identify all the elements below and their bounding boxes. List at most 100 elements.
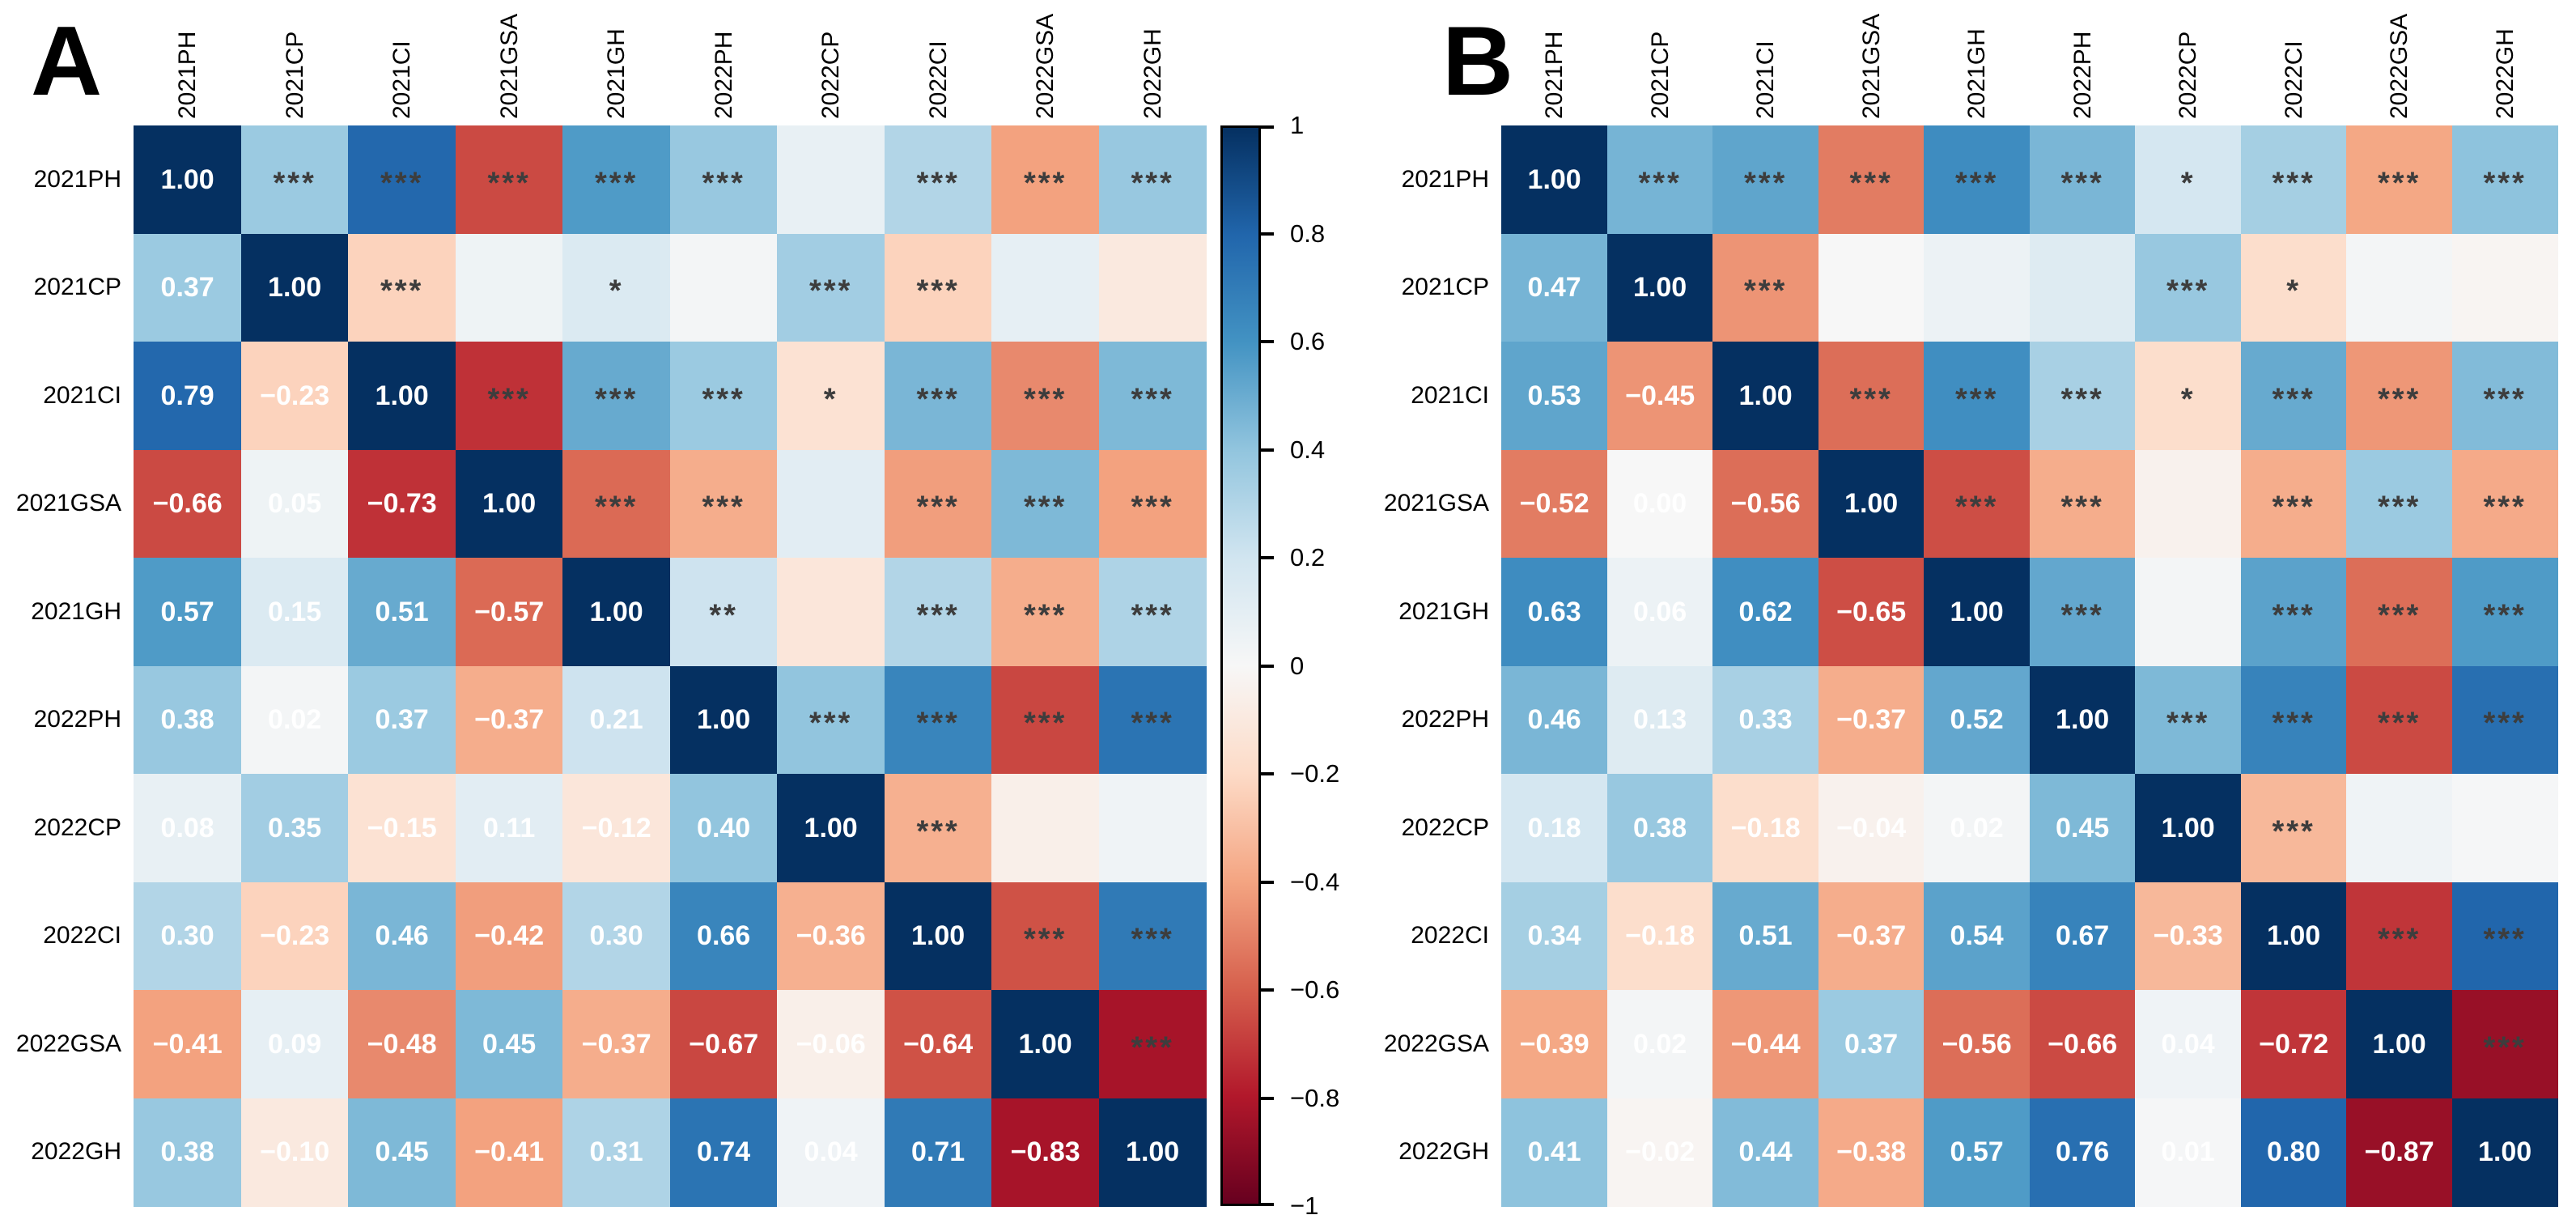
cell-value: 0.04 <box>2161 1028 2215 1060</box>
column-label: 2022CP <box>817 31 845 119</box>
cell-value: −0.65 <box>1836 596 1907 627</box>
cell-value: −0.87 <box>2364 1136 2434 1168</box>
heatmap-cell: 0.66 <box>669 882 778 991</box>
heatmap-cell <box>777 558 885 667</box>
cell-value: 1.00 <box>804 812 858 843</box>
heatmap-cell: 0.63 <box>1501 558 1608 667</box>
significance-stars: *** <box>916 814 960 848</box>
heatmap-cell <box>2451 233 2558 342</box>
heatmap-cell: *** <box>2451 342 2558 451</box>
significance-stars: *** <box>1743 274 1788 308</box>
significance-stars: *** <box>594 165 639 200</box>
heatmap-cell: 1.00 <box>2451 1098 2558 1207</box>
cell-value: 1.00 <box>268 272 322 304</box>
heatmap-cell: −0.37 <box>562 990 671 1099</box>
row-label: 2021PH <box>1401 165 1489 193</box>
cell-value: 0.02 <box>1950 812 2004 843</box>
cell-value: 1.00 <box>160 164 214 195</box>
heatmap-cell: *** <box>1924 449 2031 559</box>
heatmap-cell <box>2029 233 2136 342</box>
significance-stars: *** <box>2060 597 2104 632</box>
heatmap-cell: −0.66 <box>2029 990 2136 1099</box>
heatmap-cell: *** <box>2451 125 2558 235</box>
cell-value: 1.00 <box>589 596 643 627</box>
significance-stars: *** <box>2060 490 2104 525</box>
heatmap-cell <box>991 774 1100 883</box>
heatmap-cell: 0.02 <box>240 665 349 775</box>
row-label: 2021GSA <box>1383 490 1489 517</box>
colorbar-tick <box>1261 880 1274 884</box>
heatmap-cell: 0.62 <box>1712 558 1819 667</box>
row-label: 2021GSA <box>15 490 121 517</box>
cell-value: 1.00 <box>1633 272 1687 304</box>
heatmap-cell: 0.53 <box>1501 342 1608 451</box>
cell-value: 0.15 <box>268 596 322 627</box>
heatmap-cell: −0.57 <box>455 558 563 667</box>
heatmap-cell: 0.71 <box>884 1098 992 1207</box>
cell-value: −0.15 <box>367 812 437 843</box>
heatmap-cell: *** <box>1098 342 1207 451</box>
heatmap-cell: −0.04 <box>1818 774 1925 883</box>
heatmap-cell: *** <box>2451 882 2558 991</box>
heatmap-cell: −0.67 <box>669 990 778 1099</box>
heatmap-cell: −0.39 <box>1501 990 1608 1099</box>
significance-stars: *** <box>2483 490 2527 525</box>
cell-value: −0.06 <box>796 1028 866 1060</box>
significance-stars: ** <box>709 597 738 632</box>
heatmap-cell: 1.00 <box>669 665 778 775</box>
heatmap-cell: −0.23 <box>240 342 349 451</box>
heatmap-cell: −0.02 <box>1606 1098 1713 1207</box>
cell-value: 0.80 <box>2267 1136 2321 1168</box>
cell-value: −0.37 <box>1836 920 1907 952</box>
heatmap-cell: 1.00 <box>2135 774 2242 883</box>
heatmap-cell: 0.45 <box>348 1098 456 1207</box>
heatmap-cell: 1.00 <box>455 449 563 559</box>
heatmap-cell: *** <box>2240 125 2347 235</box>
cell-value: 1.00 <box>1527 164 1581 195</box>
significance-stars: *** <box>702 490 745 525</box>
heatmap-cell: * <box>2135 125 2242 235</box>
cell-value: −0.73 <box>367 488 437 520</box>
heatmap-cell: −0.37 <box>1818 665 1925 775</box>
cell-value: −0.83 <box>1010 1136 1080 1168</box>
significance-stars: *** <box>1131 597 1174 632</box>
significance-stars: *** <box>1131 165 1174 200</box>
column-label: 2021PH <box>174 31 202 119</box>
cell-value: 1.00 <box>2056 704 2110 736</box>
heatmap-cell: *** <box>884 449 992 559</box>
heatmap-cell: *** <box>777 233 885 342</box>
heatmap-cell: 0.04 <box>2135 990 2242 1099</box>
significance-stars: *** <box>916 490 960 525</box>
colorbar-tick-label: −0.4 <box>1290 867 1340 896</box>
heatmap-cell: 1.00 <box>1606 233 1713 342</box>
heatmap-cell: −0.56 <box>1924 990 2031 1099</box>
heatmap-cell: −0.37 <box>1818 882 1925 991</box>
heatmap-cell: *** <box>2240 558 2347 667</box>
significance-stars: *** <box>2483 706 2527 741</box>
heatmap-cell <box>2346 774 2453 883</box>
cell-value: 0.08 <box>160 812 214 843</box>
cell-value: 1.00 <box>375 380 429 411</box>
significance-stars: * <box>609 274 624 308</box>
heatmap-cell: *** <box>1818 342 1925 451</box>
heatmap-cell <box>1098 774 1207 883</box>
heatmap-cell: *** <box>2346 882 2453 991</box>
cell-value: 0.01 <box>2161 1136 2215 1168</box>
heatmap-cell: *** <box>562 125 671 235</box>
significance-stars: *** <box>594 490 639 525</box>
row-label: 2022GH <box>1398 1138 1489 1166</box>
cell-value: 0.45 <box>375 1136 429 1168</box>
colorbar-tick <box>1261 556 1274 559</box>
cell-value: 0.54 <box>1950 920 2004 952</box>
significance-stars: *** <box>380 274 424 308</box>
heatmap-cell: 1.00 <box>348 342 456 451</box>
significance-stars: *** <box>808 274 853 308</box>
cell-value: 0.37 <box>375 704 429 736</box>
cell-value: −0.12 <box>581 812 651 843</box>
heatmap-cell: *** <box>2240 342 2347 451</box>
panel-a-label: A <box>31 6 103 116</box>
heatmap-cell: *** <box>2451 558 2558 667</box>
column-label: 2021GSA <box>1857 13 1885 119</box>
heatmap-cell: 0.02 <box>1606 990 1713 1099</box>
heatmap-cell: 0.08 <box>134 774 242 883</box>
